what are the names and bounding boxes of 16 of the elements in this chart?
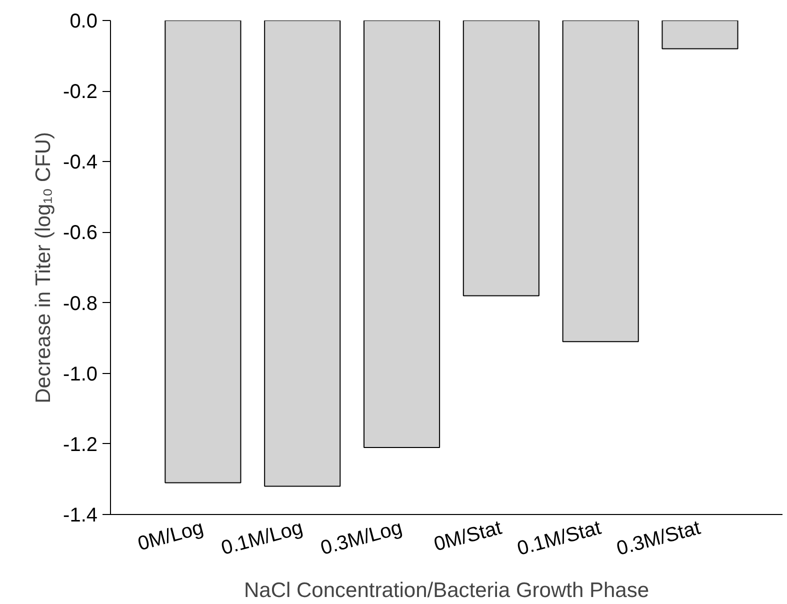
x-tick-label: 0M/Log <box>136 516 206 556</box>
y-tick-label: -0.8 <box>63 292 98 315</box>
y-tick-label: 0.0 <box>70 10 98 32</box>
y-tick-label: -1.0 <box>63 363 98 386</box>
y-tick-label: -0.6 <box>63 222 98 244</box>
x-axis-title: NaCl Concentration/Bacteria Growth Phase <box>244 578 650 602</box>
y-tick-label: -0.2 <box>63 81 98 104</box>
y-axis-title: Decrease in Titer (log₁₀ CFU) <box>32 132 56 404</box>
y-tick-label: -0.4 <box>63 152 98 174</box>
x-tick-label: 0.3M/Stat <box>614 516 704 560</box>
x-tick-label: 0.1M/Log <box>218 516 306 560</box>
y-tick-label: -1.4 <box>63 504 98 526</box>
x-tick-label: 0M/Stat <box>432 516 504 556</box>
x-tick-label: 0.3M/Log <box>318 516 405 560</box>
y-tick-label: -1.2 <box>63 434 98 456</box>
x-tick-label: 0.1M/Stat <box>515 516 604 560</box>
